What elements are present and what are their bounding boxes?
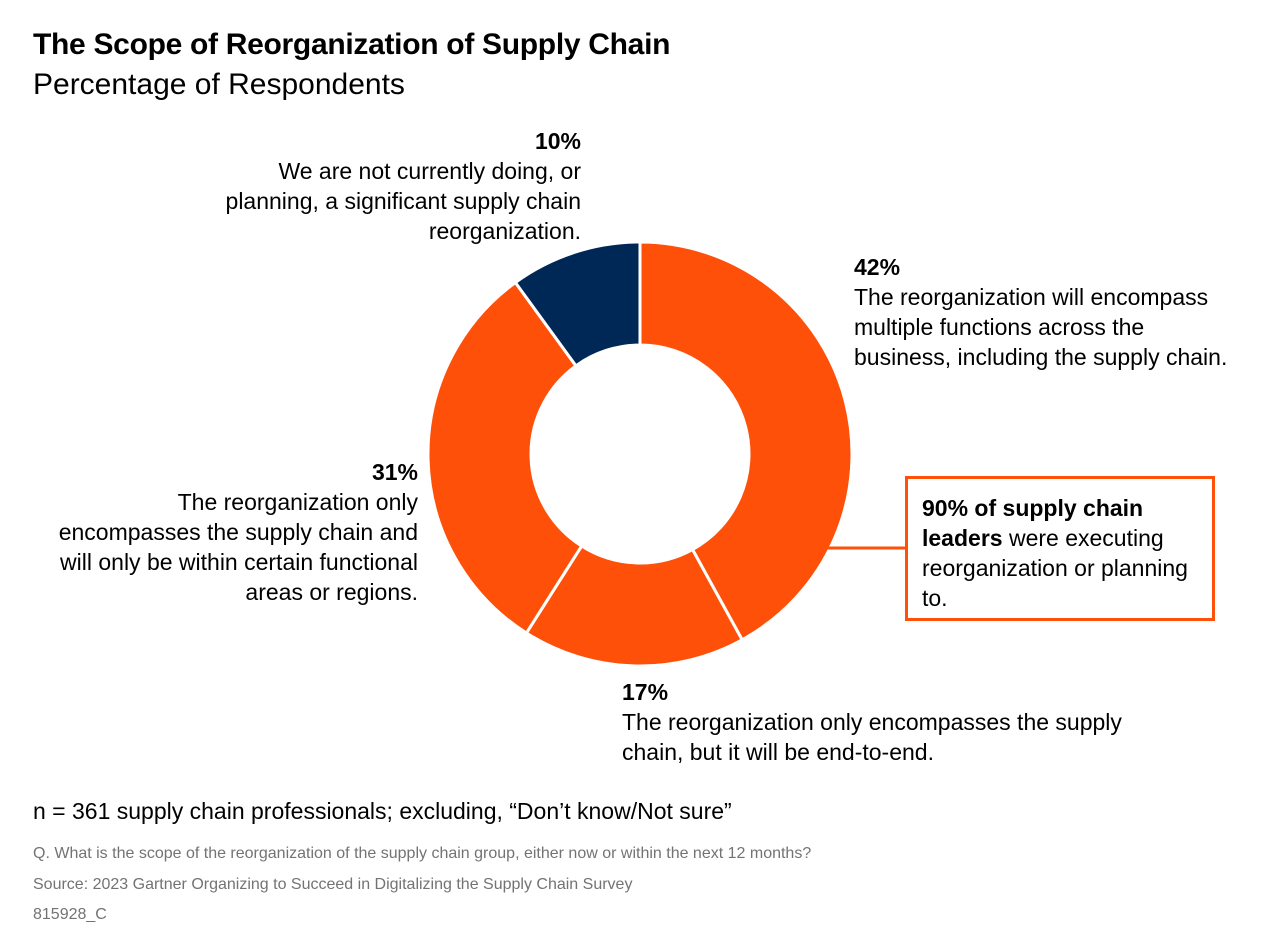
slice-text: The reorganization only encompasses the … xyxy=(622,709,1122,765)
slice-label-10: 10% We are not currently doing, or plann… xyxy=(225,126,581,246)
donut-slice-42 xyxy=(638,240,854,642)
slice-label-31: 31% The reorganization only encompasses … xyxy=(55,457,418,607)
callout-box: 90% of supply chain leaders were executi… xyxy=(905,476,1215,621)
callout-bold-text: 90% of supply chain leaders xyxy=(922,495,1144,551)
slice-text: We are not currently doing, or planning,… xyxy=(225,158,581,244)
slice-percent: 42% xyxy=(854,254,901,280)
slice-label-42: 42% The reorganization will encompass mu… xyxy=(854,252,1234,372)
slice-text: The reorganization only encompasses the … xyxy=(58,489,418,605)
slice-percent: 10% xyxy=(534,128,581,154)
slice-text: The reorganization will encompass multip… xyxy=(854,284,1228,370)
slice-label-17: 17% The reorganization only encompasses … xyxy=(622,677,1142,767)
donut-slice-17 xyxy=(524,543,745,668)
survey-question: Q. What is the scope of the reorganizati… xyxy=(33,845,812,862)
sample-note: n = 361 supply chain professionals; excl… xyxy=(33,798,732,824)
donut-slice-10 xyxy=(513,240,642,368)
donut-slice-31 xyxy=(426,280,584,636)
source-note: Source: 2023 Gartner Organizing to Succe… xyxy=(33,876,633,893)
slice-percent: 17% xyxy=(622,679,669,705)
chart-title: The Scope of Reorganization of Supply Ch… xyxy=(33,28,671,61)
callout-text: were executing reorganization or plannin… xyxy=(922,525,1188,611)
slice-percent: 31% xyxy=(371,459,418,485)
figure-code: 815928_C xyxy=(33,906,107,923)
chart-subtitle: Percentage of Respondents xyxy=(33,68,405,101)
